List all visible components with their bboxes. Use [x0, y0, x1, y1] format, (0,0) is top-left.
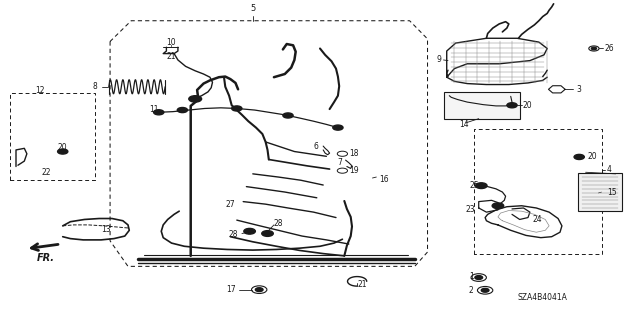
Text: 8: 8: [93, 82, 97, 91]
Text: 18: 18: [349, 149, 358, 158]
Text: 20: 20: [588, 152, 597, 161]
Circle shape: [244, 228, 255, 234]
Text: 19: 19: [349, 166, 358, 175]
Text: 14: 14: [459, 120, 469, 129]
FancyBboxPatch shape: [578, 173, 622, 211]
Circle shape: [283, 113, 293, 118]
Circle shape: [507, 103, 517, 108]
Text: 23: 23: [465, 205, 475, 214]
Text: 24: 24: [532, 215, 542, 224]
Circle shape: [476, 183, 487, 189]
Circle shape: [591, 47, 596, 50]
Text: 20: 20: [58, 143, 68, 152]
Text: 4: 4: [607, 165, 612, 174]
Circle shape: [262, 231, 273, 236]
Circle shape: [232, 106, 242, 111]
Circle shape: [481, 288, 489, 292]
Text: 26: 26: [605, 44, 614, 53]
Text: 7: 7: [337, 158, 342, 167]
Circle shape: [475, 276, 483, 279]
Text: 28: 28: [274, 219, 284, 228]
Circle shape: [189, 96, 202, 102]
Text: 3: 3: [576, 85, 581, 94]
Circle shape: [255, 288, 263, 292]
Text: 11: 11: [149, 105, 159, 114]
Circle shape: [492, 203, 504, 209]
Text: 27: 27: [226, 200, 236, 209]
Text: 1: 1: [469, 272, 474, 281]
Text: SZA4B4041A: SZA4B4041A: [518, 293, 568, 302]
Text: 13: 13: [100, 225, 111, 234]
Text: 22: 22: [42, 168, 51, 177]
Text: 28: 28: [228, 230, 238, 239]
Circle shape: [574, 154, 584, 160]
Text: 21: 21: [166, 52, 175, 61]
Text: 10: 10: [166, 38, 176, 47]
Text: 5: 5: [251, 4, 256, 13]
FancyBboxPatch shape: [444, 92, 520, 119]
Text: 6: 6: [314, 142, 319, 151]
Text: 12: 12: [35, 86, 44, 95]
Text: 21: 21: [357, 280, 367, 289]
Text: FR.: FR.: [37, 253, 55, 263]
Text: 16: 16: [379, 175, 388, 184]
Text: 25: 25: [469, 181, 479, 190]
Circle shape: [154, 110, 164, 115]
Text: 17: 17: [226, 285, 236, 294]
Text: 15: 15: [607, 189, 616, 197]
Text: 20: 20: [523, 101, 532, 110]
Circle shape: [333, 125, 343, 130]
Circle shape: [58, 149, 68, 154]
Text: 2: 2: [469, 286, 474, 295]
Circle shape: [177, 108, 188, 113]
Text: 9: 9: [436, 56, 442, 64]
